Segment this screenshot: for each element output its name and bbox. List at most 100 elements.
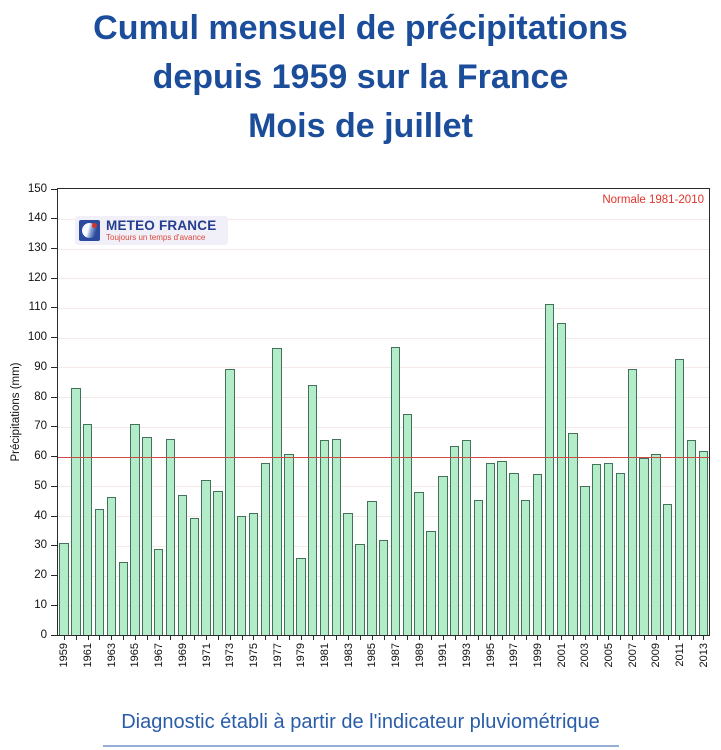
x-tick	[643, 636, 645, 640]
bar-1977	[272, 348, 282, 635]
bar-1959	[59, 542, 69, 635]
y-axis-title: Précipitations (mm)	[10, 362, 22, 462]
y-tick-label: 120	[27, 271, 47, 284]
bar-1985	[367, 501, 377, 635]
x-tick	[170, 636, 172, 640]
y-tick	[51, 456, 57, 458]
x-tick	[288, 636, 290, 640]
bar-1998	[521, 499, 531, 635]
x-tick-label: 2013	[697, 643, 710, 668]
bar-2000	[544, 303, 555, 635]
x-tick	[371, 636, 373, 640]
bar-1970	[189, 517, 199, 635]
meteo-france-logo: METEO FRANCE Toujours un temps d'avance	[75, 216, 229, 245]
y-tick	[51, 426, 57, 428]
x-tick	[478, 636, 480, 640]
y-tick-label: 40	[34, 509, 47, 522]
bar-1982	[331, 438, 342, 635]
bar-1984	[355, 544, 365, 635]
gridline	[58, 367, 709, 369]
x-tick	[395, 636, 397, 640]
bar-1967	[154, 548, 164, 635]
bar-1996	[497, 461, 507, 635]
x-tick	[667, 636, 669, 640]
x-tick-label: 1977	[271, 643, 284, 668]
bar-1972	[213, 490, 223, 635]
meteo-france-globe-icon	[79, 220, 100, 241]
x-tick	[466, 636, 468, 640]
bar-1974	[236, 516, 247, 635]
y-tick	[51, 575, 57, 576]
bar-1988	[402, 413, 413, 635]
bar-1971	[201, 480, 211, 635]
bar-2009	[651, 453, 661, 635]
x-tick	[442, 636, 444, 640]
bar-2006	[615, 473, 626, 635]
bar-1964	[118, 562, 128, 635]
gridline	[58, 218, 709, 220]
x-tick	[513, 636, 515, 640]
y-tick	[51, 218, 57, 220]
page-title: Cumul mensuel de précipitations depuis 1…	[0, 4, 721, 151]
bar-1986	[378, 539, 389, 635]
y-tick	[51, 604, 57, 606]
bar-2004	[592, 464, 602, 635]
x-tick	[99, 636, 101, 640]
x-tick	[549, 636, 551, 640]
logo-tagline: Toujours un temps d'avance	[106, 233, 206, 242]
x-tick	[277, 636, 278, 640]
x-tick-label: 1981	[318, 643, 331, 668]
bar-1981	[319, 440, 330, 635]
y-tick	[51, 307, 57, 309]
x-tick-label: 1975	[247, 643, 260, 668]
x-tick	[229, 636, 231, 640]
y-tick-label: 130	[27, 242, 47, 254]
x-tick	[158, 636, 160, 640]
x-tick	[584, 636, 586, 640]
x-tick	[430, 636, 432, 640]
x-tick	[241, 636, 243, 640]
gridline	[58, 248, 709, 250]
y-tick-label: 100	[27, 331, 47, 344]
x-tick	[537, 636, 539, 640]
bar-2003	[580, 486, 590, 635]
logo-text: METEO FRANCE Toujours un temps d'avance	[106, 218, 217, 243]
y-tick-label: 10	[34, 598, 47, 611]
bar-1997	[509, 473, 519, 635]
gridline	[58, 278, 709, 280]
bar-1975	[248, 513, 259, 635]
y-tick	[51, 248, 57, 249]
bar-1994	[473, 499, 484, 635]
y-tick	[51, 188, 57, 190]
y-tick-label: 50	[34, 479, 47, 492]
x-tick	[300, 636, 302, 640]
bar-2011	[674, 358, 685, 635]
x-tick-label: 1967	[153, 643, 166, 668]
x-tick	[75, 636, 77, 640]
bar-1979	[296, 557, 306, 635]
bottom-caption: Diagnostic établi à partir de l'indicate…	[121, 711, 600, 733]
x-tick-label: 1983	[342, 643, 355, 668]
normal-line	[58, 456, 709, 458]
logo-name: METEO FRANCE	[106, 218, 217, 233]
x-tick-label: 1993	[460, 643, 473, 668]
x-tick	[87, 636, 89, 640]
y-tick	[51, 634, 57, 636]
globe-red-dot	[92, 223, 97, 228]
bar-1961	[83, 423, 93, 635]
gridline	[58, 337, 709, 339]
x-tick	[123, 636, 125, 640]
x-tick-label: 2003	[579, 643, 592, 668]
bar-1978	[284, 453, 294, 635]
y-tick	[51, 396, 57, 398]
x-tick	[691, 636, 693, 640]
x-tick	[182, 636, 184, 640]
bar-2002	[568, 432, 578, 635]
x-tick	[419, 636, 420, 640]
x-tick	[359, 636, 361, 640]
x-tick	[655, 636, 657, 640]
y-tick-label: 80	[34, 390, 47, 403]
y-tick-label: 30	[34, 539, 47, 552]
bar-1999	[532, 474, 543, 635]
y-tick	[51, 277, 57, 279]
